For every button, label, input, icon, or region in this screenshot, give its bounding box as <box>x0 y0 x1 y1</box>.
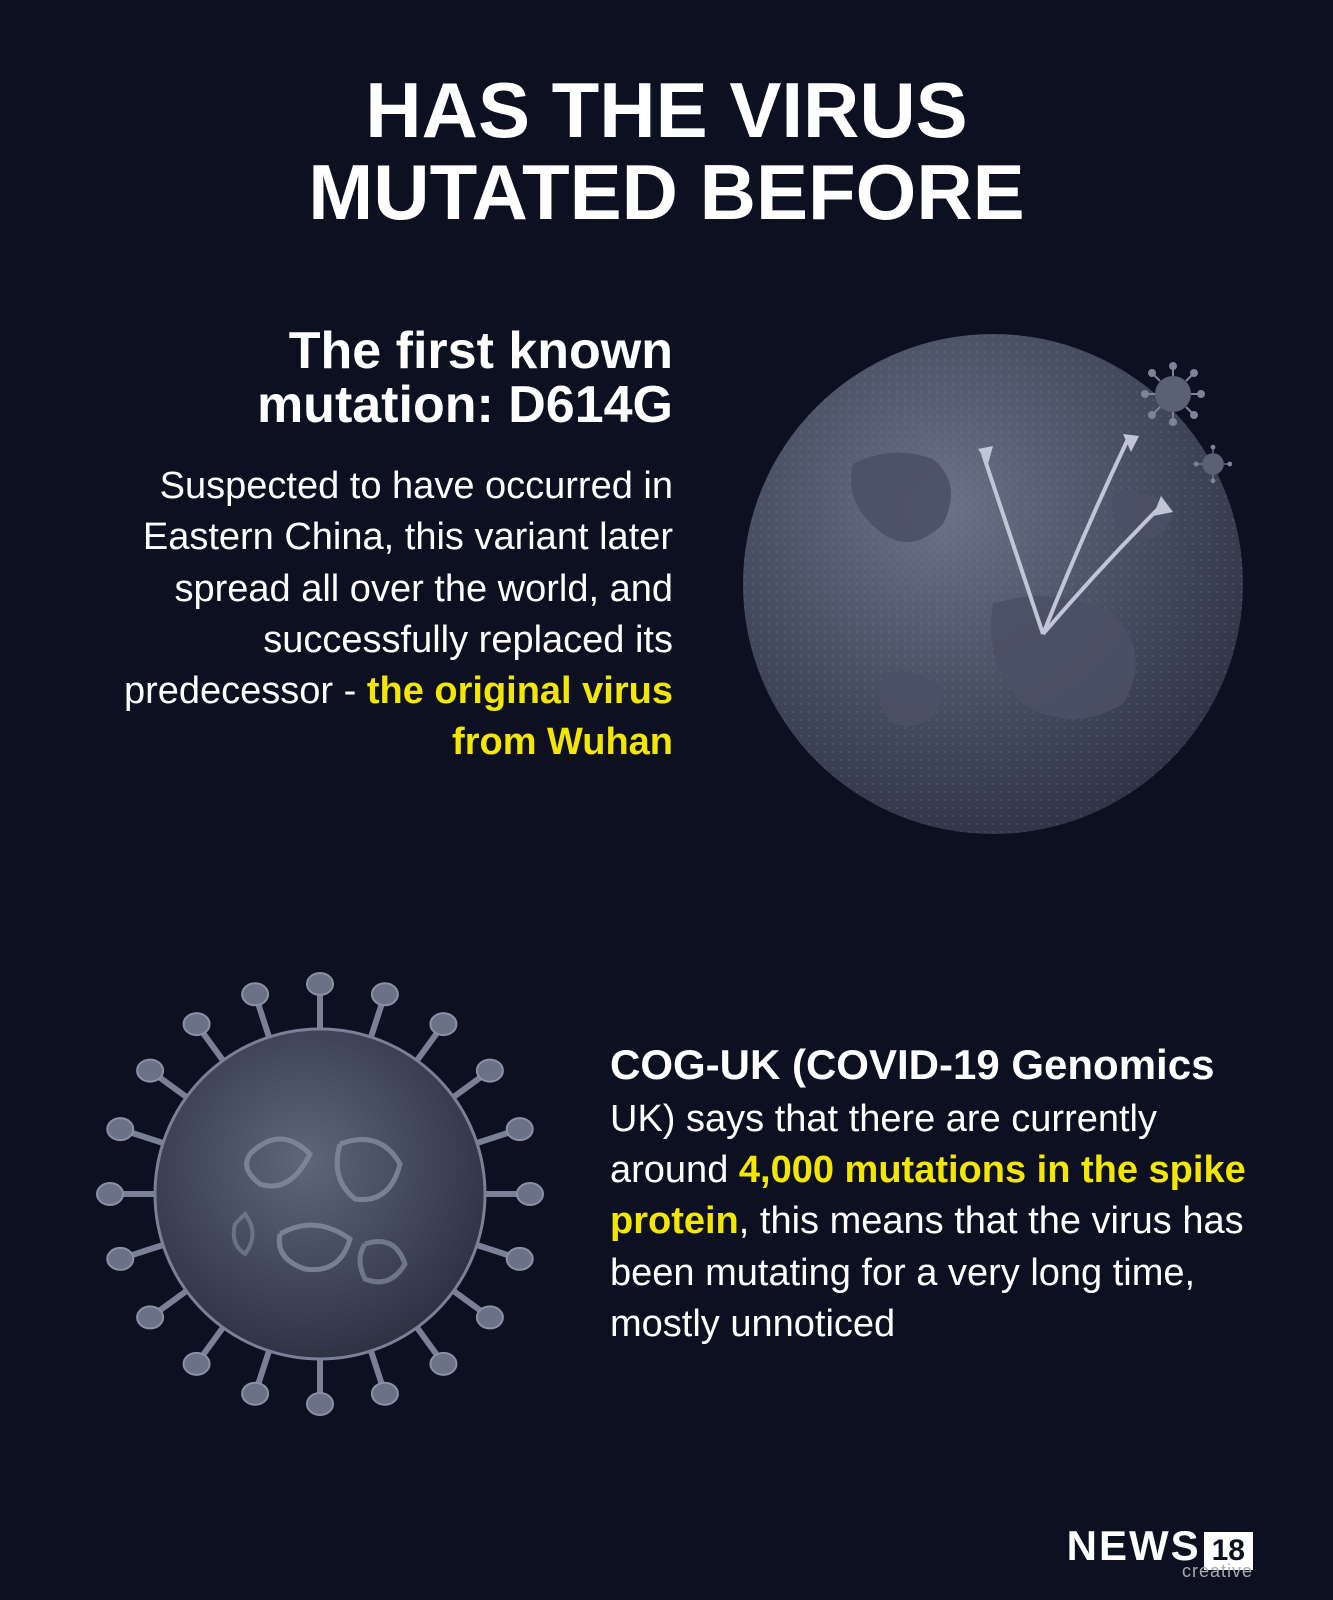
globe-illustration <box>733 324 1253 844</box>
infographic-container: HAS THE VIRUS MUTATED BEFORE The first k… <box>0 0 1333 1600</box>
logo-subtext: creative <box>1182 1561 1253 1582</box>
section-2-text: COG-UK (COVID-19 Genomics UK) says that … <box>610 1037 1253 1350</box>
section-2-lead: COG-UK (COVID-19 Genomics <box>610 1041 1214 1088</box>
globe-icon <box>733 324 1253 844</box>
section-mutation-d614g: The first known mutation: D614G Suspecte… <box>80 324 1253 844</box>
section-2-body: COG-UK (COVID-19 Genomics UK) says that … <box>610 1037 1253 1350</box>
section-cog-uk: COG-UK (COVID-19 Genomics UK) says that … <box>80 954 1253 1434</box>
section-1-text: The first known mutation: D614G Suspecte… <box>80 324 693 769</box>
section-1-highlight: the original virus from Wuhan <box>367 670 673 763</box>
virus-illustration <box>80 954 560 1434</box>
title-line-1: HAS THE VIRUS <box>365 66 967 154</box>
virus-icon <box>80 954 560 1434</box>
title-line-2: MUTATED BEFORE <box>308 148 1024 236</box>
section-1-title: The first known mutation: D614G <box>80 324 673 433</box>
section-1-body: Suspected to have occurred in Eastern Ch… <box>80 461 673 769</box>
page-title: HAS THE VIRUS MUTATED BEFORE <box>80 70 1253 234</box>
logo-brand-text: NEWS <box>1067 1522 1201 1570</box>
